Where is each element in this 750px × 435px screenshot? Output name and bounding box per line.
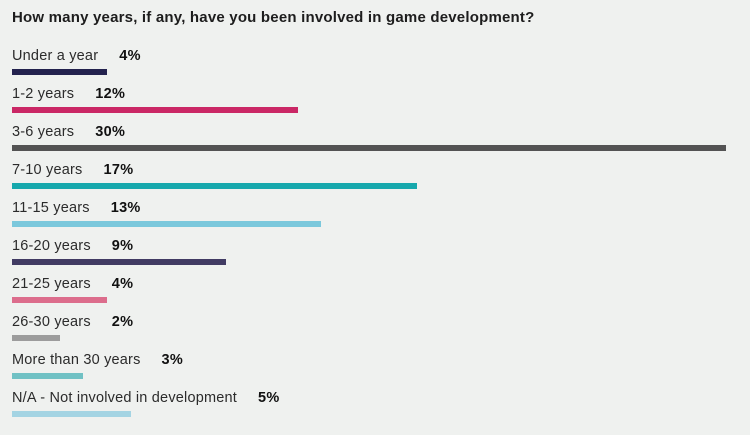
bar-label-line: 3-6 years 30% [12,123,738,142]
bar [12,107,298,113]
bar [12,183,417,189]
bar-track [12,145,726,151]
chart-title: How many years, if any, have you been in… [12,9,535,26]
value-label: 4% [119,48,141,64]
bar-label-line: 7-10 years 17% [12,161,738,180]
bar [12,69,108,75]
bar [12,411,131,417]
bar-track [12,335,726,341]
bar-label-line: 11-15 years 13% [12,199,738,218]
category-label: 7-10 years [12,162,83,178]
value-label: 12% [95,86,126,102]
category-label: 3-6 years [12,124,75,140]
bar-track [12,107,726,113]
value-label: 3% [161,352,184,368]
bar-row: 16-20 years 9% [12,237,738,265]
bar [12,145,726,151]
value-label: 2% [111,314,134,330]
value-label: 17% [103,162,134,178]
category-label: More than 30 years [12,352,141,368]
bar-rows: Under a year 4% 1-2 years 12% 3-6 years … [12,47,738,417]
bar-label-line: 1-2 years 12% [12,85,738,104]
bar [12,335,60,341]
bar [12,373,84,379]
bar-row: 3-6 years 30% [12,123,738,151]
bar-track [12,411,726,417]
bar-track [12,259,726,265]
value-label: 5% [258,390,280,406]
bar-row: N/A - Not involved in development 5% [12,389,738,417]
bar-label-line: N/A - Not involved in development 5% [12,389,738,408]
bar-row: More than 30 years 3% [12,351,738,379]
bar [12,297,108,303]
bar-row: 7-10 years 17% [12,161,738,189]
category-label: 26-30 years [12,314,91,330]
bar-track [12,373,726,379]
bar-label-line: 26-30 years 2% [12,313,738,332]
bar-row: Under a year 4% [12,47,738,75]
bar-label-line: Under a year 4% [12,47,738,66]
category-label: 1-2 years [12,86,75,102]
bar-track [12,183,726,189]
bar-label-line: More than 30 years 3% [12,351,738,370]
category-label: 21-25 years [12,276,91,292]
value-label: 13% [110,200,141,216]
bar-label-line: 21-25 years 4% [12,275,738,294]
category-label: Under a year [12,48,99,64]
value-label: 4% [111,276,134,292]
value-label: 9% [111,238,134,254]
value-label: 30% [95,124,126,140]
bar-row: 26-30 years 2% [12,313,738,341]
category-label: N/A - Not involved in development [12,390,238,406]
bar [12,221,322,227]
category-label: 11-15 years [12,200,90,216]
bar [12,259,227,265]
bar-row: 11-15 years 13% [12,199,738,227]
category-label: 16-20 years [12,238,91,254]
bar-row: 21-25 years 4% [12,275,738,303]
bar-row: 1-2 years 12% [12,85,738,113]
bar-track [12,221,726,227]
bar-track [12,297,726,303]
bar-label-line: 16-20 years 9% [12,237,738,256]
bar-track [12,69,726,75]
